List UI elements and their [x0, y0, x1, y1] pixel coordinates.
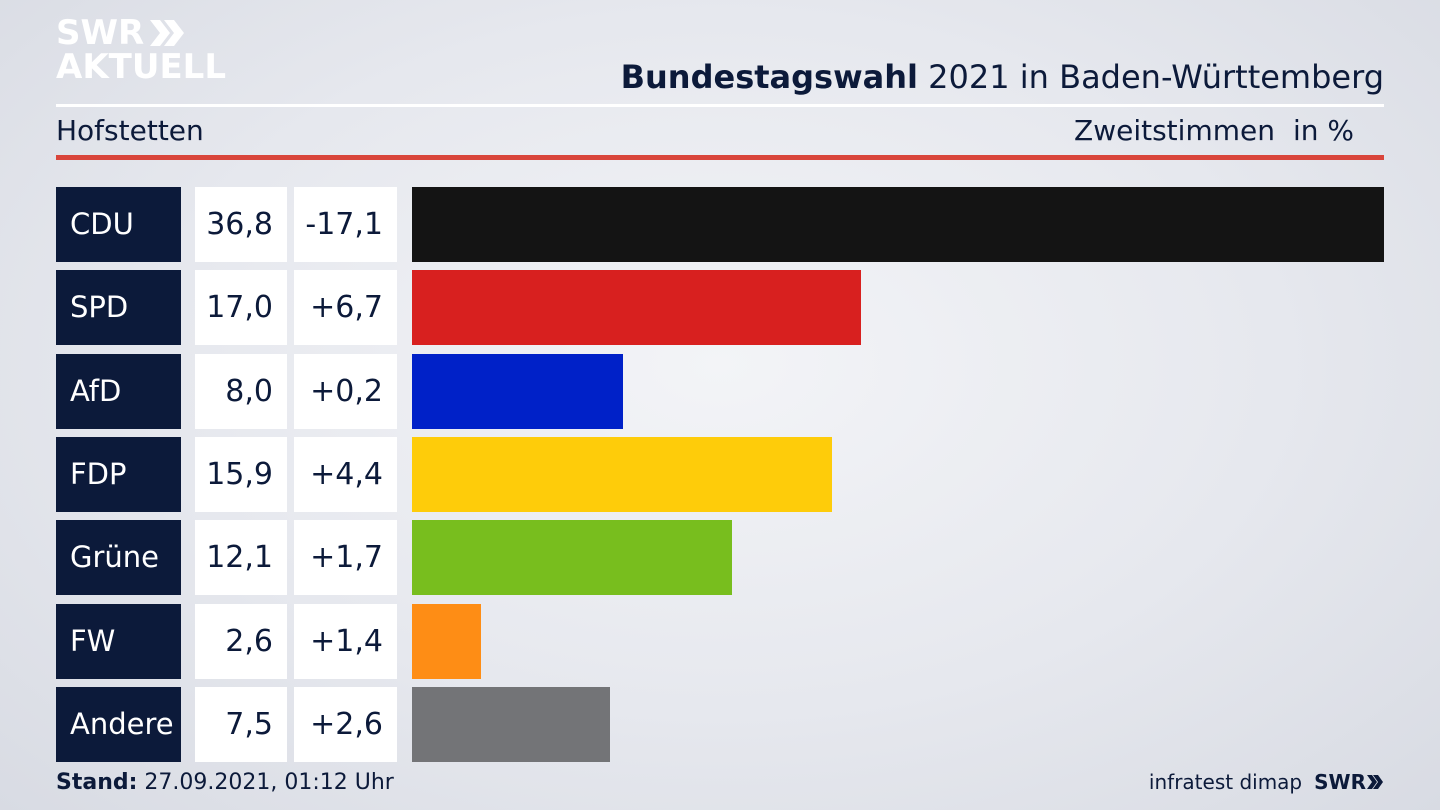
timestamp-value: 27.09.2021, 01:12 Uhr: [137, 770, 394, 795]
vote-change-label: +1,4: [294, 604, 397, 679]
vote-share-bar: [412, 354, 623, 429]
vote-change-label: -17,1: [294, 187, 397, 262]
double-chevron-icon: [150, 20, 185, 46]
vote-change-label: +1,7: [294, 520, 397, 595]
logo-aktuell-text: AKTUELL: [56, 47, 227, 87]
footer-swr-logo: SWR: [1314, 770, 1384, 794]
chart-subtitle: Hofstetten: [56, 114, 204, 147]
footer-swr-text: SWR: [1314, 770, 1366, 794]
vote-share-bar: [412, 520, 732, 595]
chart-row: FDP 15,9 +4,4: [56, 437, 1384, 512]
vote-share-label: 15,9: [195, 437, 287, 512]
timestamp: Stand: 27.09.2021, 01:12 Uhr: [56, 770, 394, 795]
swr-aktuell-logo: SWR AKTUELL: [56, 16, 226, 84]
chart-row: Grüne 12,1 +1,7: [56, 520, 1384, 595]
chart-row: FW 2,6 +1,4: [56, 604, 1384, 679]
vote-change-label: +4,4: [294, 437, 397, 512]
vote-share-label: 8,0: [195, 354, 287, 429]
accent-divider: [56, 155, 1384, 160]
vote-share-label: 2,6: [195, 604, 287, 679]
chart-row: SPD 17,0 +6,7: [56, 270, 1384, 345]
vote-share-bar: [412, 270, 861, 345]
party-label: Andere: [56, 687, 181, 762]
unit-text: in %: [1292, 114, 1354, 147]
vote-share-label: 7,5: [195, 687, 287, 762]
vote-share-bar: [412, 687, 610, 762]
vote-share-label: 36,8: [195, 187, 287, 262]
vote-share-bar: [412, 604, 481, 679]
vote-share-bar: [412, 187, 1384, 262]
vote-change-label: +2,6: [294, 687, 397, 762]
party-label: Grüne: [56, 520, 181, 595]
vote-share-label: 17,0: [195, 270, 287, 345]
measure-text: Zweitstimmen: [1074, 114, 1275, 147]
chart-row: CDU 36,8 -17,1: [56, 187, 1384, 262]
vote-change-label: +6,7: [294, 270, 397, 345]
vote-change-label: +0,2: [294, 354, 397, 429]
header-divider: [56, 104, 1384, 107]
source-credit: infratest dimap SWR: [1149, 770, 1384, 794]
party-label: AfD: [56, 354, 181, 429]
chart-title: Bundestagswahl 2021 in Baden-Württemberg: [621, 58, 1384, 96]
party-label: CDU: [56, 187, 181, 262]
party-label: FDP: [56, 437, 181, 512]
vote-share-bar: [412, 437, 832, 512]
source-text: infratest dimap: [1148, 770, 1303, 794]
chart-row: AfD 8,0 +0,2: [56, 354, 1384, 429]
party-label: FW: [56, 604, 181, 679]
measure-label: Zweitstimmen in %: [1074, 114, 1354, 147]
footer-double-chevron-icon: [1367, 775, 1383, 789]
party-label: SPD: [56, 270, 181, 345]
vote-share-label: 12,1: [195, 520, 287, 595]
chart-title-bold: Bundestagswahl: [620, 58, 918, 96]
chart-row: Andere 7,5 +2,6: [56, 687, 1384, 762]
chart-title-rest: 2021 in Baden-Württemberg: [917, 58, 1384, 96]
timestamp-label: Stand:: [56, 770, 138, 795]
logo-swr-text: SWR: [56, 13, 145, 53]
